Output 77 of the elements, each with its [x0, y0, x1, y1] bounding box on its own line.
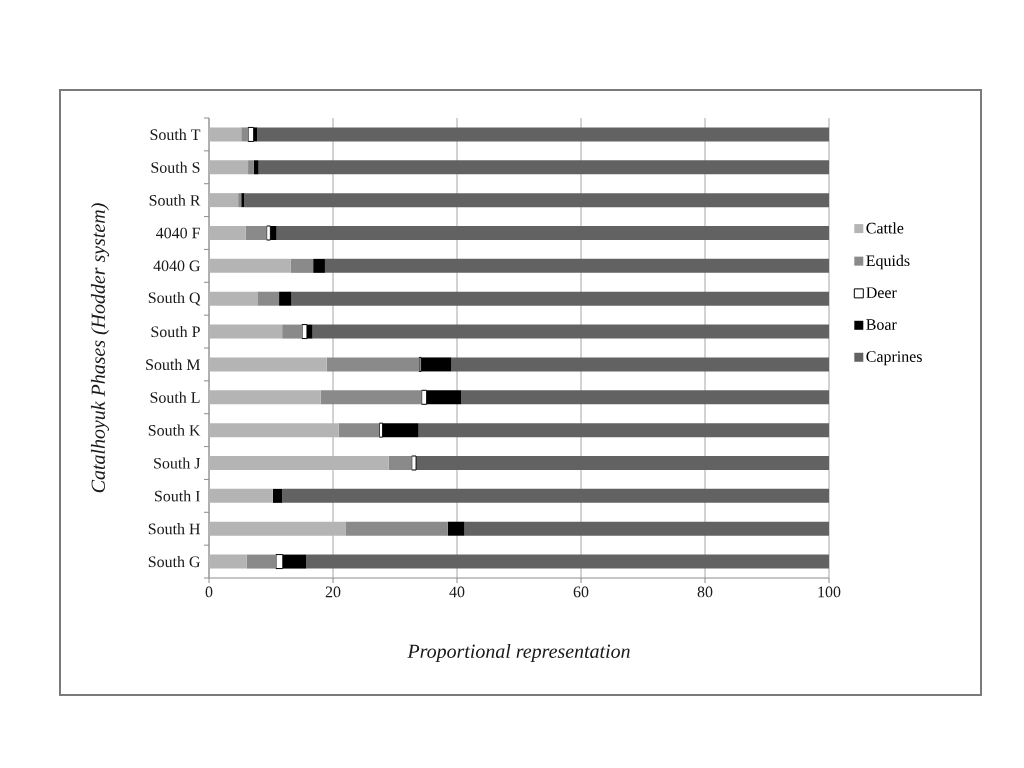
- y-tick-label: South J: [154, 457, 201, 469]
- bar: [270, 226, 277, 240]
- bar: [388, 456, 412, 470]
- bar: [290, 258, 314, 273]
- bar: [320, 390, 422, 405]
- bar: [241, 127, 249, 142]
- x-tick-label: 80: [697, 586, 713, 598]
- bar: [209, 193, 239, 208]
- bar: [209, 291, 258, 306]
- legend-label: Deer: [866, 287, 897, 298]
- bar: [411, 455, 417, 471]
- bar: [464, 521, 830, 536]
- bar: [324, 258, 830, 273]
- bar: [345, 521, 448, 536]
- bar: [209, 554, 247, 569]
- bar: [244, 193, 830, 208]
- y-tick-label: South M: [146, 358, 201, 371]
- bar: [209, 258, 291, 273]
- legend-label: Cattle: [866, 222, 904, 234]
- bar: [279, 291, 292, 306]
- y-tick-label: South I: [155, 490, 200, 502]
- y-tick-label: South H: [148, 523, 201, 535]
- bar: [257, 291, 280, 306]
- bar: [209, 423, 339, 438]
- bar: [451, 357, 830, 372]
- y-tick-label: 4040 F: [156, 227, 200, 239]
- bar: [338, 423, 380, 438]
- y-tick-label: South Q: [148, 291, 201, 306]
- bar: [245, 226, 267, 240]
- legend-label: Boar: [866, 319, 897, 330]
- bar: [247, 126, 255, 142]
- bar: [257, 127, 830, 142]
- x-tick-label: 40: [449, 586, 465, 598]
- bar: [418, 423, 830, 438]
- x-axis-title: Proportional representation: [407, 643, 630, 663]
- bar: [272, 488, 283, 503]
- x-tick-label: 20: [325, 586, 341, 598]
- bar: [282, 488, 830, 503]
- bar: [209, 456, 389, 470]
- bar: [209, 324, 283, 339]
- bar: [276, 226, 830, 240]
- y-tick-label: South K: [148, 424, 201, 436]
- y-tick-label: South G: [148, 555, 200, 568]
- bar: [282, 324, 302, 339]
- bar: [246, 554, 276, 569]
- bar: [209, 127, 242, 142]
- bar: [291, 291, 830, 306]
- legend-label: Caprines: [866, 351, 922, 366]
- y-tick-label: South S: [151, 161, 200, 173]
- bar: [382, 423, 419, 438]
- y-tick-label: South R: [149, 194, 201, 206]
- legend-label: Equids: [866, 254, 910, 270]
- y-tick-label: 4040 G: [153, 260, 200, 272]
- bar: [313, 258, 325, 273]
- bar: [209, 226, 246, 240]
- y-tick-label: South L: [150, 391, 200, 403]
- bar: [312, 324, 830, 339]
- bar: [209, 357, 327, 372]
- bar: [209, 521, 346, 536]
- bar: [421, 357, 452, 372]
- x-tick-label: 60: [573, 586, 589, 598]
- y-axis-title: Catalhoyuk Phases (Hodder system): [90, 203, 110, 493]
- bar: [461, 390, 830, 405]
- y-tick-label: South P: [151, 325, 200, 338]
- bar: [306, 554, 830, 569]
- x-tick-label: 100: [818, 586, 841, 598]
- bar: [258, 160, 830, 175]
- bar: [416, 456, 830, 470]
- bar: [209, 488, 273, 503]
- bar: [248, 160, 254, 175]
- bar: [447, 521, 465, 536]
- x-tick-label: 0: [205, 586, 213, 598]
- y-tick-label: South T: [150, 128, 201, 141]
- bar: [326, 357, 420, 372]
- bar: [209, 390, 321, 405]
- bar: [253, 160, 259, 175]
- bar: [209, 160, 249, 175]
